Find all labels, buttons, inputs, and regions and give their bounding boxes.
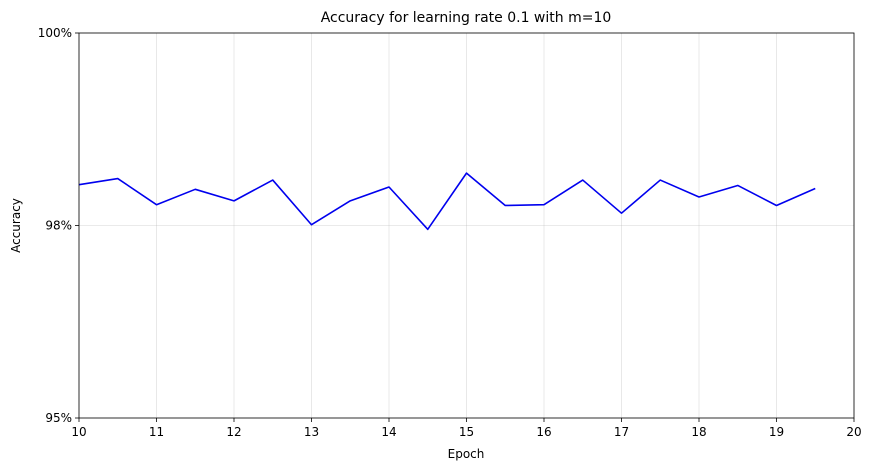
x-tick-label: 15 — [459, 425, 474, 439]
x-tick-label: 14 — [381, 425, 396, 439]
x-tick-label: 13 — [304, 425, 319, 439]
y-tick-label: 98% — [45, 219, 72, 233]
x-tick-label: 16 — [536, 425, 551, 439]
x-tick-label: 12 — [226, 425, 241, 439]
chart-title: Accuracy for learning rate 0.1 with m=10 — [321, 10, 612, 26]
x-tick-label: 20 — [846, 425, 861, 439]
x-tick-label: 11 — [149, 425, 164, 439]
y-axis: 95% 98% 100% — [38, 26, 79, 425]
x-axis-label: Epoch — [448, 447, 485, 461]
x-axis: 10 11 12 13 14 15 16 17 18 19 20 — [71, 418, 862, 439]
y-tick-label: 95% — [45, 411, 72, 425]
accuracy-series-line — [78, 172, 816, 231]
x-tick-label: 18 — [691, 425, 706, 439]
y-axis-label: Accuracy — [9, 198, 23, 253]
x-tick-label: 10 — [71, 425, 86, 439]
y-tick-label: 100% — [38, 26, 72, 40]
x-tick-label: 19 — [769, 425, 784, 439]
series-layer — [78, 172, 816, 231]
x-tick-label: 17 — [614, 425, 629, 439]
